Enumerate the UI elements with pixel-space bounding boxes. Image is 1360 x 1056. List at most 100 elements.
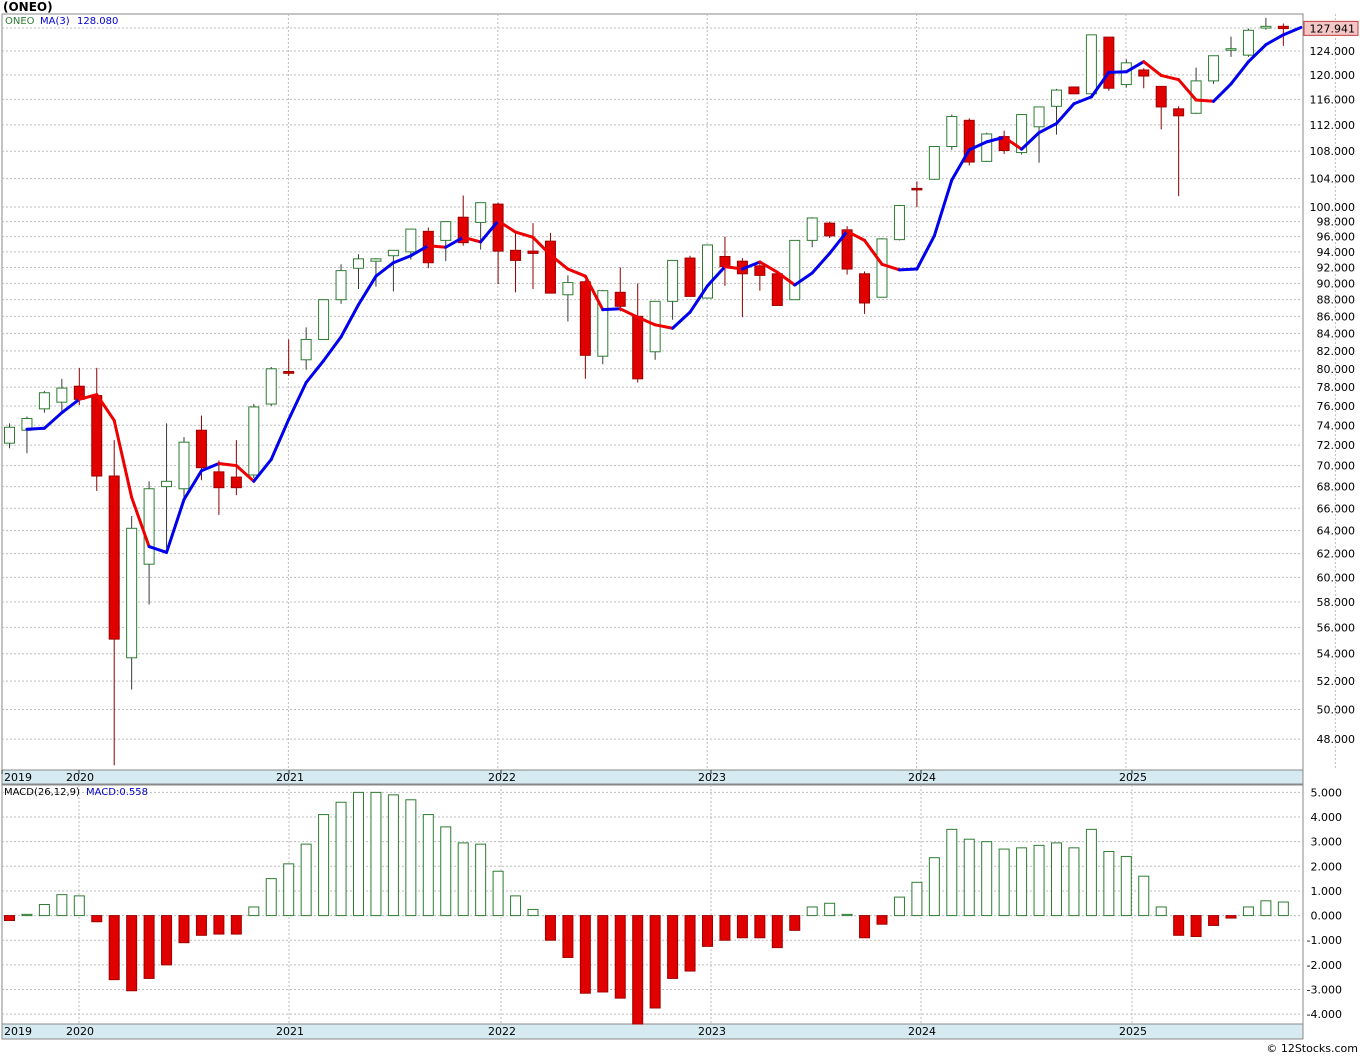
candle-up <box>597 289 609 365</box>
ma-line-segment <box>740 260 762 271</box>
price-panel: 48.00050.00052.00054.00056.00058.00060.0… <box>1 13 1359 785</box>
candle-up <box>248 404 260 479</box>
price-y-tick-label: 80.000 <box>1317 363 1356 376</box>
ma-line-segment <box>514 230 535 239</box>
ma-line-segment <box>618 307 640 319</box>
macd-bar-negative <box>161 915 173 966</box>
ma-line-segment <box>1020 131 1041 151</box>
candle-body <box>1242 29 1254 56</box>
macd-bar-negative <box>544 915 556 941</box>
macd-bar-negative <box>579 915 591 994</box>
macd-bar-positive <box>911 881 923 917</box>
candle-body <box>1208 55 1220 82</box>
macd-bar-positive <box>981 841 993 917</box>
ma-line-segment <box>932 178 954 238</box>
macd-bar-positive <box>300 843 312 917</box>
candle-up <box>946 114 958 150</box>
candle-body <box>510 249 522 261</box>
ma-line-segment <box>548 253 570 271</box>
ma-line-segment <box>897 267 919 272</box>
ma-line-segment <box>217 462 238 468</box>
candle-up <box>1190 67 1202 114</box>
macd-bar-positive <box>248 906 260 917</box>
candle-body <box>719 256 731 268</box>
candle-body <box>265 368 277 405</box>
ma-line-segment <box>601 307 622 312</box>
ma-line-segment <box>845 229 867 242</box>
macd-bar-positive <box>457 842 469 917</box>
candle-body <box>353 258 364 269</box>
ma-line-segment <box>130 495 151 549</box>
macd-bar-positive <box>1085 828 1097 917</box>
price-y-tick-label: 66.000 <box>1317 502 1356 515</box>
candle-body <box>544 240 556 294</box>
price-x-tick-label: 2019 <box>4 771 32 784</box>
candle-body <box>56 387 68 403</box>
candle-up <box>178 437 190 498</box>
candle-up <box>667 259 679 320</box>
macd-bar-positive <box>492 870 504 917</box>
macd-x-tick-label: 2020 <box>66 1025 94 1038</box>
candle-down <box>771 272 783 306</box>
ma-line-segment <box>1229 60 1250 86</box>
candle-body <box>457 216 469 244</box>
macd-bar-negative <box>684 915 696 972</box>
price-y-tick-label: 74.000 <box>1317 419 1356 432</box>
macd-bar-negative <box>649 915 661 1009</box>
candle-up <box>981 132 993 163</box>
ma-line-segment <box>723 265 744 271</box>
candle-down <box>283 339 295 377</box>
macd-y-tick-label: -3.000 <box>1307 984 1342 997</box>
price-y-tick-label: 94.000 <box>1317 246 1356 259</box>
candle-body <box>492 203 504 252</box>
ma-line-segment <box>828 229 849 255</box>
candle-body <box>283 371 295 374</box>
candle-up <box>353 254 364 290</box>
ma-line-segment <box>234 464 256 483</box>
candle-body <box>1033 106 1045 128</box>
candle-body <box>859 273 871 304</box>
ma-line-segment <box>95 393 116 422</box>
macd-bar-positive <box>318 814 330 917</box>
price-x-tick-label: 2024 <box>908 771 936 784</box>
macd-bar-positive <box>335 801 347 917</box>
candle-body <box>911 187 923 191</box>
ma-line-segment <box>357 274 378 307</box>
ma-line-segment <box>1281 25 1303 37</box>
ma-line-segment <box>671 310 692 330</box>
candle-up <box>1260 17 1272 30</box>
price-x-tick-label: 2020 <box>66 771 94 784</box>
candle-up <box>370 258 382 287</box>
candle-up <box>1051 88 1062 135</box>
macd-x-tick-label: 2021 <box>276 1025 304 1038</box>
candle-body <box>876 238 888 298</box>
macd-bar-positive <box>38 904 50 917</box>
candle-body <box>579 281 591 356</box>
candle-up <box>4 423 15 449</box>
ma-line-segment <box>636 315 657 327</box>
candle-body <box>1277 25 1289 30</box>
ma-line-segment <box>810 251 832 275</box>
macd-x-tick-label: 2024 <box>908 1025 936 1038</box>
ma-line-segment <box>583 274 605 312</box>
candle-body <box>702 244 713 299</box>
candle-body <box>230 476 242 489</box>
ma-line-segment <box>706 265 727 288</box>
candle-body <box>108 475 120 640</box>
price-x-tick-label: 2021 <box>276 771 304 784</box>
macd-bar-negative <box>562 915 574 958</box>
candle-down <box>213 460 225 515</box>
candle-down <box>614 267 626 312</box>
price-x-tick-label: 2023 <box>698 771 726 784</box>
macd-bar-negative <box>4 915 15 922</box>
macd-bar-positive <box>1242 906 1254 917</box>
macd-bar-positive <box>73 895 85 917</box>
macd-bar-negative <box>1190 915 1202 938</box>
candle-up <box>702 244 713 299</box>
candle-down <box>824 221 836 239</box>
candle-up <box>1120 59 1132 88</box>
macd-bar-positive <box>405 799 417 917</box>
ma-line-segment <box>1107 70 1128 74</box>
macd-bar-positive <box>1120 855 1132 917</box>
price-y-tick-label: 84.000 <box>1317 327 1356 340</box>
